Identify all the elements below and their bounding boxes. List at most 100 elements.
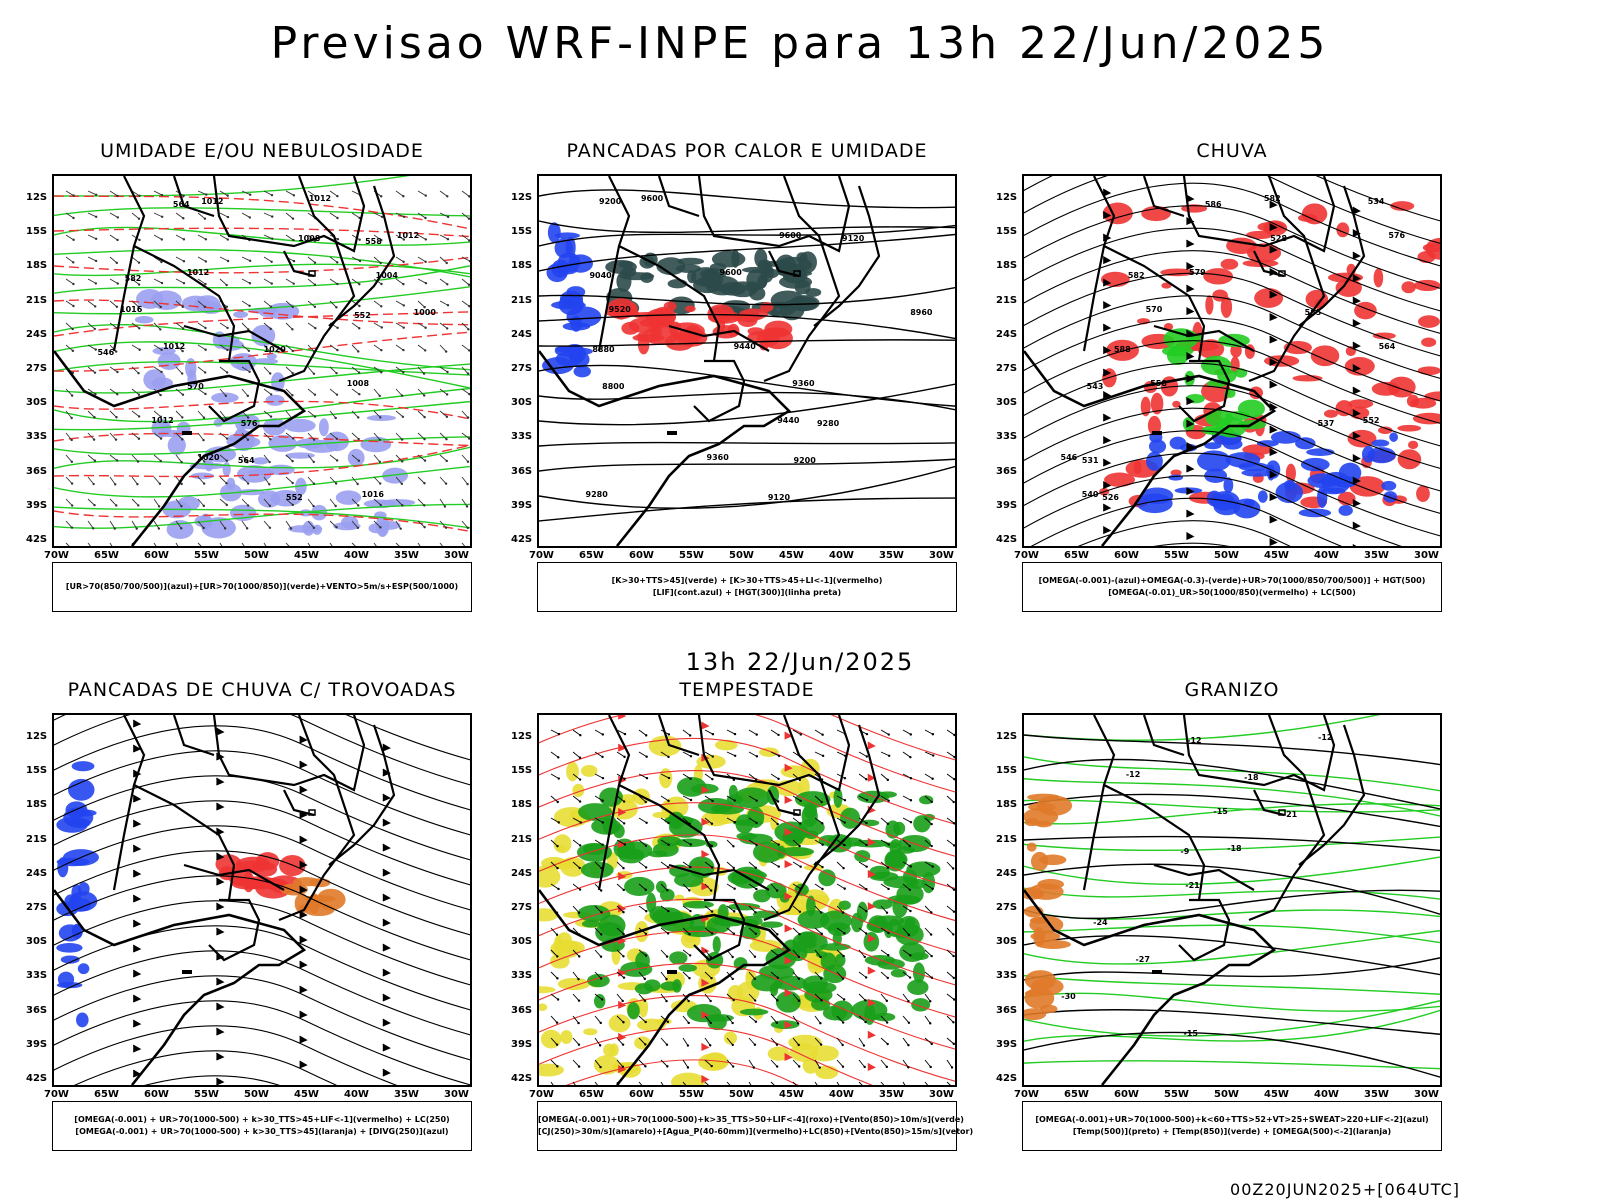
lon-tick-label: 45W bbox=[779, 550, 804, 561]
lon-tick-label: 30W bbox=[444, 1089, 469, 1100]
lat-tick-label: 27S bbox=[511, 363, 533, 374]
lat-tick-label: 33S bbox=[511, 970, 533, 982]
lat-tick-label: 39S bbox=[996, 499, 1018, 511]
map-frame: 9600 9600 9600 9520 9440 9360 9440 9360 9280 9200… bbox=[537, 174, 957, 548]
lat-tick-label: 12S bbox=[996, 731, 1018, 742]
contour-label: -12 bbox=[1187, 736, 1201, 745]
lon-tick-label: 55W bbox=[679, 1089, 704, 1100]
contour-label: 552 bbox=[1363, 416, 1380, 425]
contour-label: 576 bbox=[241, 419, 258, 428]
panel-tempestade: TEMPESTADE 12S 15S 18S 21S 24S 27S 30S 33S 36S 39S… bbox=[493, 679, 974, 1203]
map-frame: -12 -12 -15 -18 -21 -24 -27 -30 -15 -12 -18 -21 -9 bbox=[1022, 713, 1442, 1087]
legend-line: [CJ(250)>30m/s](amarelo)+[Agua_P(40-60mm… bbox=[538, 1127, 974, 1136]
map-frame: 1012 1012 1012 1016 1012 1008 1012 1020 1016 1012… bbox=[52, 174, 472, 548]
map-frame bbox=[537, 713, 957, 1087]
lat-tick-label: 39S bbox=[26, 499, 48, 511]
lat-tick-label: 42S bbox=[26, 534, 48, 545]
lat-tick-label: 18S bbox=[511, 260, 533, 272]
contour-label: 9600 bbox=[641, 194, 664, 203]
lat-tick-label: 39S bbox=[511, 1038, 533, 1050]
panel-legend: [K>30+TTS>45](verde) + [K>30+TTS>45+LI<-… bbox=[537, 562, 957, 612]
map-outline bbox=[54, 715, 396, 1085]
lat-tick-label: 39S bbox=[996, 1038, 1018, 1050]
lat-tick-label: 30S bbox=[26, 936, 48, 948]
contour-label: 570 bbox=[1146, 305, 1163, 314]
contour-label: -15 bbox=[1184, 1029, 1199, 1038]
contour-label: -18 bbox=[1227, 844, 1242, 853]
middle-time-label: 13h 22/Jun/2025 bbox=[685, 648, 915, 676]
contour-label: 537 bbox=[1318, 419, 1335, 428]
map-outline bbox=[1024, 715, 1366, 1085]
lat-tick-label: 42S bbox=[26, 1073, 48, 1084]
lat-tick-label: 36S bbox=[26, 1004, 48, 1016]
lat-tick-label: 21S bbox=[511, 294, 533, 306]
lon-tick-label: 40W bbox=[1314, 1089, 1339, 1100]
panel-granizo: GRANIZO 12S 15S 18S 21S 24S 27S 30S 33S 36S 39S 42S… bbox=[978, 679, 1442, 1203]
lon-tick-label: 40W bbox=[1314, 550, 1339, 561]
streamlines bbox=[1024, 176, 1440, 546]
legend-line: [OMEGA(-0.001)+UR>70(1000-500)+k>35_TTS>… bbox=[538, 1115, 964, 1124]
legend-line: [OMEGA(-0.001)-(azul)+OMEGA(-0.3)-(verde… bbox=[1038, 576, 1426, 585]
contour-label: 588 bbox=[1114, 345, 1131, 354]
lat-tick-label: 15S bbox=[511, 765, 533, 777]
lat-tick-label: 21S bbox=[26, 833, 48, 845]
contour-label: 1008 bbox=[347, 379, 370, 388]
lat-tick-label: 24S bbox=[26, 867, 48, 879]
lat-tick-label: 15S bbox=[26, 226, 48, 238]
lat-tick-label: 30S bbox=[511, 936, 533, 948]
lon-tick-label: 65W bbox=[94, 1089, 119, 1100]
contour-label: -21 bbox=[1185, 881, 1200, 890]
lon-tick-label: 70W bbox=[1014, 550, 1039, 561]
lon-tick-label: 50W bbox=[1214, 550, 1239, 561]
panel-title: CHUVA bbox=[1196, 140, 1268, 162]
k-tts-li-red-area bbox=[605, 298, 793, 355]
contour-label: 531 bbox=[1082, 456, 1099, 465]
lon-tick-label: 70W bbox=[44, 1089, 69, 1100]
map-outline bbox=[54, 176, 396, 546]
contour-label: 1012 bbox=[187, 268, 209, 277]
contour-label: 9360 bbox=[707, 453, 730, 462]
lat-tick-label: 36S bbox=[511, 465, 533, 477]
lon-tick-label: 35W bbox=[879, 1089, 904, 1100]
lon-tick-label: 60W bbox=[1114, 1089, 1139, 1100]
map-canvas bbox=[539, 715, 955, 1085]
contour-labels: -12 -12 -15 -18 -21 -24 -27 -30 -15 -12 -18 -21 -9 bbox=[1061, 733, 1332, 1038]
lon-tick-label: 55W bbox=[679, 550, 704, 561]
lon-tick-label: 45W bbox=[294, 1089, 319, 1100]
contour-label: 585 bbox=[1305, 308, 1322, 317]
map-frame bbox=[52, 713, 472, 1087]
lat-tick-label: 21S bbox=[511, 833, 533, 845]
contour-label: 9600 bbox=[720, 268, 743, 277]
lon-tick-label: 35W bbox=[394, 1089, 419, 1100]
map-frame: 582 576 579 570 564 558 552 546 540 534 528 582 585 5… bbox=[1022, 174, 1442, 548]
contour-label: 564 bbox=[1379, 342, 1396, 351]
lat-tick-label: 21S bbox=[996, 294, 1018, 306]
lat-tick-label: 30S bbox=[996, 936, 1018, 948]
lat-tick-label: 27S bbox=[511, 902, 533, 913]
lon-tick-label: 50W bbox=[729, 1089, 754, 1100]
map-canvas: 1012 1012 1012 1016 1012 1008 1012 1020 1016 1012… bbox=[54, 176, 470, 546]
lat-tick-label: 18S bbox=[26, 799, 48, 811]
lon-tick-label: 55W bbox=[1164, 550, 1189, 561]
lat-tick-label: 18S bbox=[996, 260, 1018, 272]
contour-label: 1020 bbox=[197, 453, 220, 462]
lon-tick-label: 40W bbox=[344, 1089, 369, 1100]
contour-label: 564 bbox=[238, 456, 255, 465]
lon-tick-label: 35W bbox=[1364, 1089, 1389, 1100]
lon-tick-label: 60W bbox=[629, 1089, 654, 1100]
contour-label: 8960 bbox=[910, 308, 933, 317]
contour-label: -12 bbox=[1318, 733, 1332, 742]
lat-tick-label: 12S bbox=[511, 192, 533, 203]
lon-tick-label: 45W bbox=[1264, 1089, 1289, 1100]
panel-title: PANCADAS DE CHUVA C/ TROVOADAS bbox=[67, 679, 457, 701]
lon-tick-label: 65W bbox=[579, 1089, 604, 1100]
lat-tick-label: 27S bbox=[996, 902, 1018, 913]
lon-tick-label: 45W bbox=[1264, 550, 1289, 561]
lon-tick-label: 30W bbox=[929, 550, 954, 561]
lon-tick-label: 70W bbox=[529, 550, 554, 561]
lat-tick-label: 18S bbox=[26, 260, 48, 272]
panel-title: PANCADAS POR CALOR E UMIDADE bbox=[566, 140, 928, 162]
contour-label: 528 bbox=[1270, 234, 1287, 243]
lon-tick-label: 40W bbox=[344, 550, 369, 561]
lat-tick-label: 21S bbox=[996, 833, 1018, 845]
